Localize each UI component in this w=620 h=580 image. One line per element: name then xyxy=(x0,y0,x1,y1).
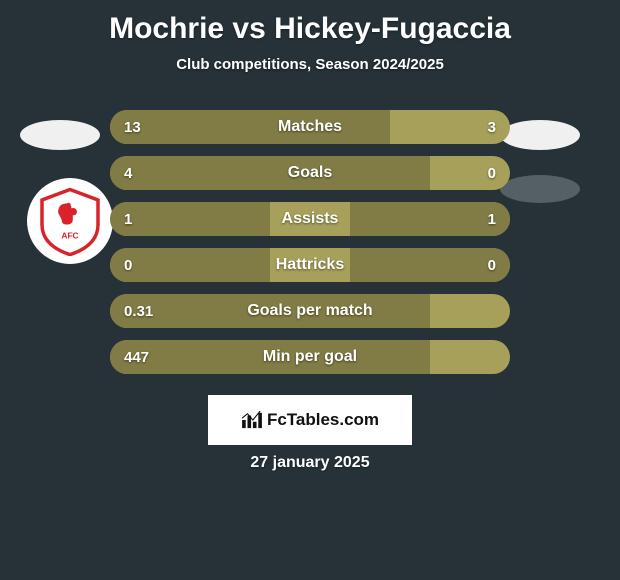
stat-label: Assists xyxy=(110,202,510,236)
stat-row: Min per goal447 xyxy=(110,340,510,374)
stats-area: Matches133Goals40Assists11Hattricks00Goa… xyxy=(0,110,620,386)
stat-value-left: 13 xyxy=(124,110,141,144)
stat-row: Goals per match0.31 xyxy=(110,294,510,328)
stat-value-right: 1 xyxy=(488,202,496,236)
stat-label: Goals per match xyxy=(110,294,510,328)
stat-value-right: 0 xyxy=(488,156,496,190)
stat-value-right: 3 xyxy=(488,110,496,144)
stat-value-left: 1 xyxy=(124,202,132,236)
stat-value-left: 0 xyxy=(124,248,132,282)
stat-label: Min per goal xyxy=(110,340,510,374)
stat-value-left: 0.31 xyxy=(124,294,153,328)
stat-row: Matches13 3 xyxy=(110,110,510,144)
stat-value-left: 4 xyxy=(124,156,132,190)
watermark: FcTables.com xyxy=(208,395,412,445)
stat-label: Goals xyxy=(110,156,510,190)
stat-value-left: 447 xyxy=(124,340,149,374)
stat-label: Hattricks xyxy=(110,248,510,282)
infographic-root: Mochrie vs Hickey-Fugaccia Club competit… xyxy=(0,0,620,580)
stat-value-right: 0 xyxy=(488,248,496,282)
footer-date: 27 january 2025 xyxy=(0,454,620,472)
watermark-text: FcTables.com xyxy=(267,410,379,430)
stat-label: Matches xyxy=(110,110,510,144)
stat-row: Goals4 0 xyxy=(110,156,510,190)
watermark-icon xyxy=(241,411,263,429)
page-title: Mochrie vs Hickey-Fugaccia xyxy=(0,0,620,46)
stat-row: Assists1 1 xyxy=(110,202,510,236)
stat-row: Hattricks0 0 xyxy=(110,248,510,282)
page-subtitle: Club competitions, Season 2024/2025 xyxy=(0,56,620,73)
